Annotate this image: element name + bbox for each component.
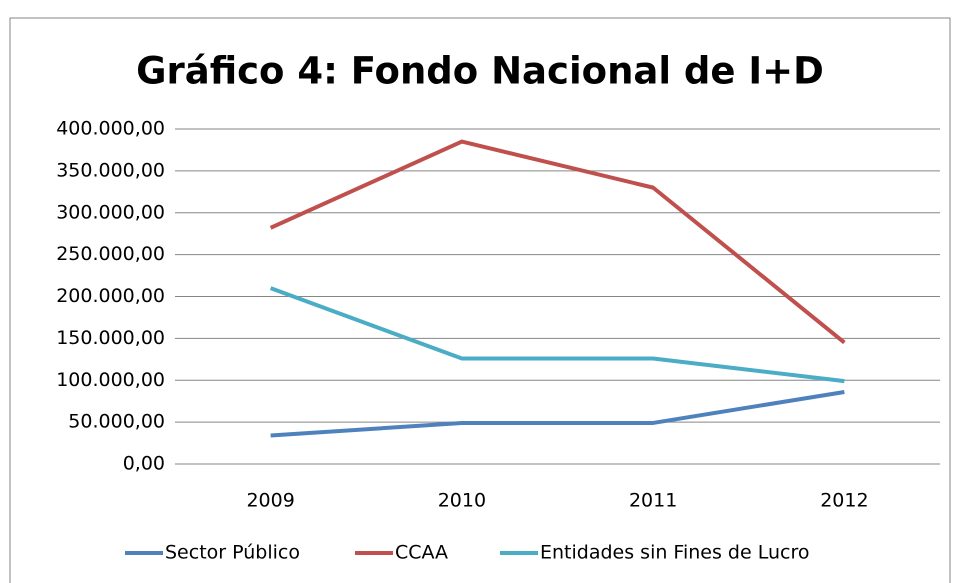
line-series (269, 286, 845, 384)
y-tick-label: 150.000,00 (56, 327, 165, 349)
y-tick-label: 50.000,00 (68, 411, 165, 433)
y-tick-label: 0,00 (123, 453, 165, 475)
y-tick-label: 350.000,00 (56, 159, 165, 181)
y-tick-label: 400.000,00 (56, 118, 165, 140)
y-tick-label: 250.000,00 (56, 243, 165, 265)
line-series (269, 139, 846, 345)
y-tick-label: 100.000,00 (56, 369, 165, 391)
y-tick-label: 300.000,00 (56, 201, 165, 223)
line-series (270, 390, 845, 438)
x-tick-label: 2012 (820, 490, 868, 512)
y-tick-label: 200.000,00 (56, 285, 165, 307)
x-tick-label: 2010 (438, 490, 486, 512)
x-tick-label: 2011 (629, 490, 677, 512)
legend-label: Sector Público (165, 542, 300, 564)
x-tick-label: 2009 (246, 490, 294, 512)
chart-title: Gráfico 4: Fondo Nacional de I+D (136, 50, 824, 93)
legend-label: Entidades sin Fines de Lucro (540, 542, 809, 564)
legend-label: CCAA (395, 542, 448, 564)
